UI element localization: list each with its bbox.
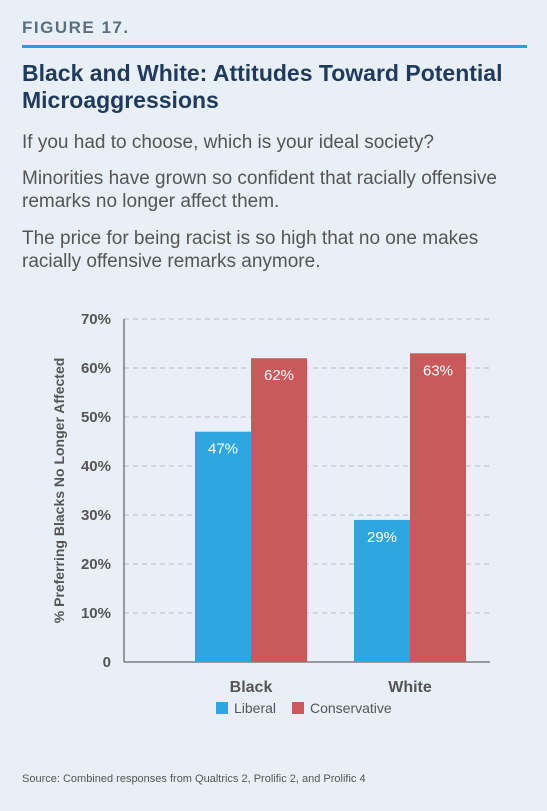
option-a-text: Minorities have grown so confident that …	[22, 168, 497, 212]
legend-label-conservative: Conservative	[310, 700, 392, 716]
option-b-text: The price for being racist is so high th…	[22, 228, 479, 272]
title-rule	[22, 45, 527, 48]
legend-swatch-liberal	[216, 702, 228, 714]
chart-title: Black and White: Attitudes Toward Potent…	[22, 60, 503, 113]
legend-label-liberal: Liberal	[234, 700, 276, 716]
bar-chart: 0 10% 20% 30% 40% 50% 60% 70% % Preferring Black…	[51, 311, 490, 716]
figure-label: FIGURE 17.	[22, 18, 130, 37]
y-axis-label: % Preferring Blacks No Longer Affected	[51, 358, 67, 624]
data-label: 62%	[264, 367, 294, 384]
bar-conservative-black	[251, 358, 307, 662]
data-label: 47%	[208, 441, 238, 458]
y-tick-label: 40%	[81, 458, 111, 475]
x-category-label: Black	[230, 679, 273, 696]
y-tick-label: 70%	[81, 311, 111, 328]
y-tick-label: 0	[103, 654, 111, 671]
y-tick-label: 60%	[81, 360, 111, 377]
bar-liberal-white	[354, 519, 410, 662]
bar-liberal-black	[195, 431, 251, 662]
y-tick-label: 20%	[81, 556, 111, 573]
data-label: 29%	[367, 529, 397, 546]
data-label: 63%	[423, 362, 453, 379]
x-category-label: White	[388, 679, 432, 696]
source-note: Source: Combined responses from Qualtric…	[22, 773, 366, 785]
legend-swatch-conservative	[292, 702, 304, 714]
question-text: If you had to choose, which is your idea…	[22, 132, 434, 153]
bar-conservative-white	[410, 353, 466, 662]
y-tick-label: 30%	[81, 507, 111, 524]
y-tick-label: 50%	[81, 409, 111, 426]
y-tick-label: 10%	[81, 605, 111, 622]
